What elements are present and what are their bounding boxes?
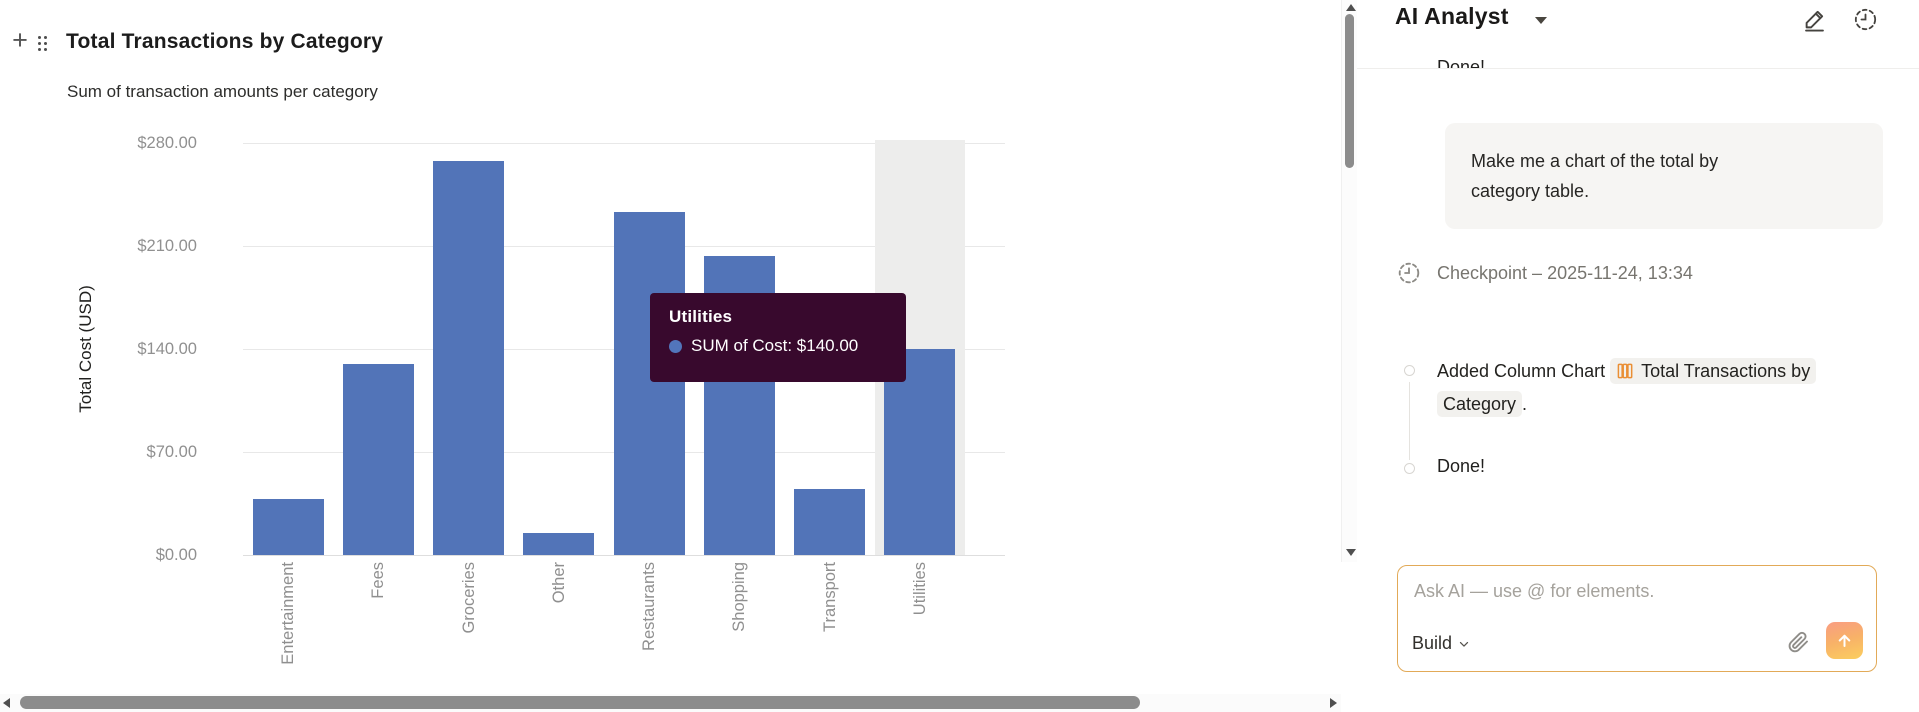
chevron-down-icon: [1459, 641, 1469, 647]
clock-history-icon[interactable]: [1852, 6, 1879, 33]
bar-slot-transport: [785, 143, 875, 555]
timeline-text: Added Column Chart: [1437, 361, 1606, 381]
header-divider: [1357, 68, 1919, 69]
horizontal-scrollbar[interactable]: [0, 694, 1341, 712]
timeline-connector: [1409, 382, 1410, 460]
gridline: [243, 555, 1005, 556]
ai-input-box: Build: [1397, 565, 1877, 672]
bar-slot-entertainment: [243, 143, 333, 555]
bar-slot-restaurants: [604, 143, 694, 555]
bar-groceries[interactable]: [433, 161, 505, 555]
pencil-icon[interactable]: [1801, 6, 1828, 33]
user-message-bubble: Make me a chart of the total by category…: [1445, 123, 1883, 229]
series-dot-icon: [669, 339, 682, 353]
horizontal-scroll-thumb[interactable]: [20, 696, 1140, 709]
x-tick-label: Restaurants: [640, 562, 659, 651]
bar-slot-fees: [333, 143, 423, 555]
y-axis-ticks: $0.00 $70.00 $140.00 $210.00 $280.00: [0, 134, 197, 564]
ai-analyst-panel: AI Analyst Done! Make me a chart of the …: [1357, 0, 1919, 712]
mode-label: Build: [1412, 633, 1453, 653]
arrow-up-icon: [1838, 634, 1851, 648]
y-tick-label: $140.00: [137, 340, 197, 358]
timeline-text-suffix: .: [1522, 394, 1528, 414]
checkpoint-row[interactable]: Checkpoint – 2025-11-24, 13:34: [1396, 260, 1693, 286]
ai-panel-header: AI Analyst: [1357, 0, 1919, 51]
x-tick-label: Shopping: [730, 562, 749, 632]
chart-subtitle: Sum of transaction amounts per category: [67, 82, 378, 101]
bar-fees[interactable]: [342, 364, 414, 555]
bar-entertainment[interactable]: [252, 499, 324, 555]
add-block-button[interactable]: +: [12, 25, 28, 55]
bar-other[interactable]: [523, 533, 595, 555]
x-tick-label: Utilities: [910, 562, 929, 616]
timeline-item-added-chart: Added Column Chart Total Transactions by…: [1437, 355, 1817, 421]
dashboard-canvas: + Total Transactions by Category Sum of …: [0, 25, 1341, 712]
y-tick-label: $0.00: [155, 546, 197, 564]
chart-tooltip: Utilities SUM of Cost: $140.00: [650, 293, 906, 382]
drag-handle-icon[interactable]: [38, 36, 48, 52]
clock-history-icon: [1398, 262, 1420, 284]
bar-slot-other: [514, 143, 604, 555]
x-tick-label: Transport: [820, 562, 839, 632]
send-button[interactable]: [1826, 622, 1863, 659]
y-tick-label: $280.00: [137, 134, 197, 152]
vertical-scroll-thumb[interactable]: [1345, 14, 1354, 168]
clipped-previous-message: Done!: [1437, 57, 1486, 68]
scroll-left-arrow-icon[interactable]: [3, 698, 10, 708]
x-tick-label: Groceries: [459, 562, 478, 634]
x-tick-label: Entertainment: [279, 562, 298, 665]
user-message-text: Make me a chart of the total by category…: [1471, 151, 1719, 201]
chevron-down-icon[interactable]: [1535, 17, 1547, 24]
paperclip-icon[interactable]: [1786, 630, 1810, 654]
bar-transport[interactable]: [794, 489, 866, 555]
tooltip-value: SUM of Cost: $140.00: [691, 336, 859, 355]
ai-panel-title: AI Analyst: [1395, 3, 1509, 29]
ask-ai-input[interactable]: [1412, 580, 1752, 603]
column-chart-icon: [1617, 363, 1633, 379]
timeline-item-done: Done!: [1437, 456, 1486, 476]
x-axis-labels: Entertainment Fees Groceries Other Restauran…: [243, 562, 965, 680]
timeline-step-icon: [1404, 365, 1415, 376]
bar-utilities[interactable]: [884, 349, 956, 555]
chart-title: Total Transactions by Category: [66, 30, 384, 53]
bar-restaurants[interactable]: [613, 212, 685, 555]
y-tick-label: $70.00: [146, 443, 197, 461]
gridline: [243, 143, 1005, 144]
y-tick-label: $210.00: [137, 237, 197, 255]
x-tick-label: Other: [549, 562, 568, 604]
mode-dropdown[interactable]: Build: [1412, 633, 1471, 654]
scroll-down-arrow-icon[interactable]: [1346, 549, 1356, 556]
checkpoint-label: Checkpoint – 2025-11-24, 13:34: [1437, 262, 1693, 283]
tooltip-title: Utilities: [669, 307, 733, 326]
scroll-right-arrow-icon[interactable]: [1330, 698, 1337, 708]
vertical-scrollbar[interactable]: [1341, 0, 1357, 562]
bar-slot-groceries: [424, 143, 514, 555]
timeline-step-icon: [1404, 463, 1415, 474]
x-tick-label: Fees: [369, 562, 388, 599]
scroll-up-arrow-icon[interactable]: [1346, 4, 1356, 11]
